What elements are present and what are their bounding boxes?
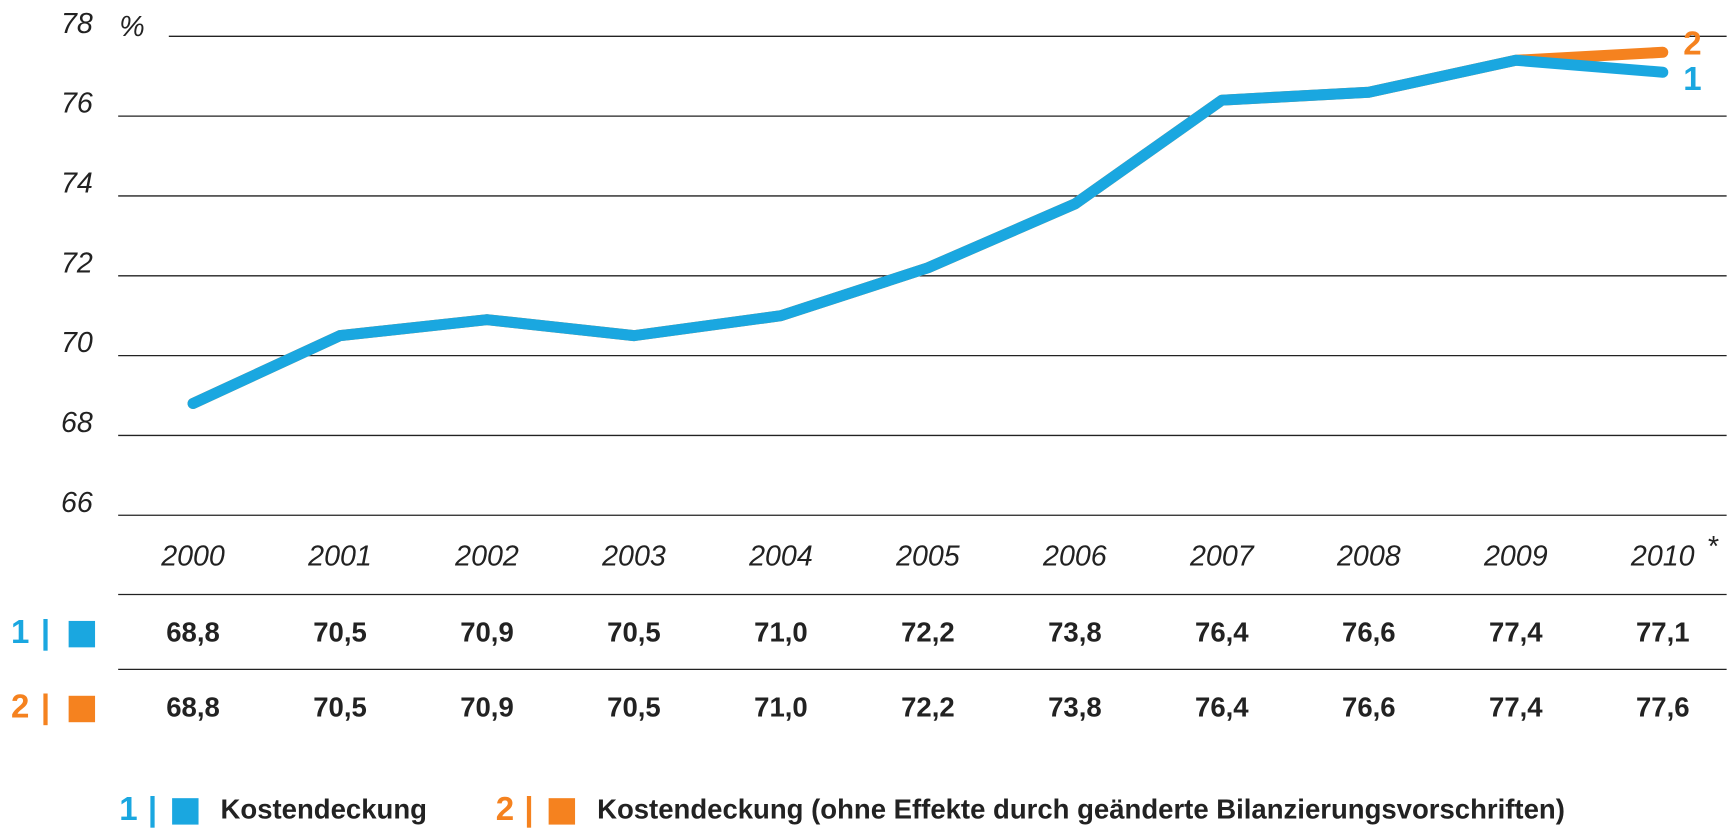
row-label: 1: [11, 613, 29, 650]
legend-text: Kostendeckung (ohne Effekte durch geände…: [597, 794, 1565, 825]
value-label: 68,8: [166, 691, 220, 722]
y-tick-label: 66: [61, 487, 93, 519]
value-label: 73,8: [1048, 691, 1102, 722]
value-label: 70,5: [607, 616, 661, 647]
x-tick-label: 2001: [307, 541, 372, 573]
value-label: 73,8: [1048, 616, 1102, 647]
legend-swatch: [548, 798, 576, 825]
legend-number: 1: [119, 790, 137, 827]
value-label: 77,4: [1489, 691, 1543, 722]
value-label: 72,2: [901, 616, 955, 647]
row-label: 2: [11, 688, 29, 725]
y-tick-label: 76: [61, 88, 93, 120]
series-end-label: 1: [1683, 60, 1701, 97]
x-tick-label: 2004: [748, 541, 813, 573]
value-label: 77,1: [1636, 616, 1690, 647]
value-label: 76,4: [1195, 691, 1249, 722]
legend-number: 2: [496, 790, 514, 827]
row-swatch: [68, 620, 96, 648]
series-line: [187, 54, 1669, 409]
series-line: [187, 46, 1669, 409]
x-tick-label: 2002: [454, 541, 519, 573]
x-tick-label: 2000: [160, 541, 225, 573]
value-label: 68,8: [166, 616, 220, 647]
y-unit: %: [119, 11, 144, 43]
series-end-label: 2: [1683, 24, 1701, 61]
value-label: 76,4: [1195, 616, 1249, 647]
value-label: 71,0: [754, 691, 808, 722]
value-label: 70,9: [460, 616, 514, 647]
row-swatch: [68, 695, 96, 723]
value-label: 72,2: [901, 691, 955, 722]
y-tick-label: 70: [61, 327, 93, 359]
value-label: 77,6: [1636, 691, 1690, 722]
x-tick-label: 2009: [1483, 541, 1548, 573]
legend-separator: |: [148, 790, 157, 827]
x-tick-label: 2005: [895, 541, 960, 573]
value-label: 70,9: [460, 691, 514, 722]
row-separator: |: [41, 688, 50, 725]
value-label: 76,6: [1342, 616, 1396, 647]
legend-text: Kostendeckung: [221, 794, 427, 825]
y-tick-label: 74: [61, 168, 93, 200]
value-label: 76,6: [1342, 691, 1396, 722]
y-tick-label: 68: [61, 407, 93, 439]
y-tick-label: 72: [61, 247, 93, 279]
value-label: 70,5: [313, 691, 367, 722]
legend-swatch: [172, 798, 199, 825]
x-tick-label: 2007: [1189, 541, 1255, 573]
x-tick-label: 2008: [1336, 541, 1401, 573]
x-tick-label: 2010: [1630, 541, 1695, 573]
value-label: 77,4: [1489, 616, 1543, 647]
value-label: 70,5: [607, 691, 661, 722]
y-tick-label: 78: [61, 8, 93, 40]
x-tick-label: 2006: [1042, 541, 1107, 573]
footnote-mark: *: [1707, 531, 1719, 563]
row-separator: |: [41, 613, 50, 650]
x-tick-label: 2003: [601, 541, 666, 573]
value-label: 71,0: [754, 616, 808, 647]
value-label: 70,5: [313, 616, 367, 647]
legend-separator: |: [524, 790, 533, 827]
